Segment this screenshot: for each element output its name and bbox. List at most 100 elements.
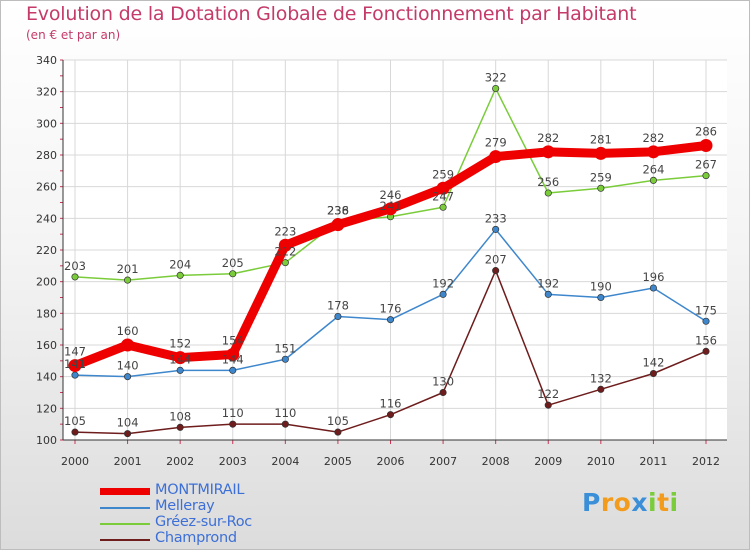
data-point: [386, 411, 395, 419]
legend-label-melleray: Melleray: [155, 498, 215, 514]
x-tick-label: 2011: [639, 455, 667, 468]
x-tick-label: 2005: [324, 455, 352, 468]
x-tick-label: 2010: [587, 455, 615, 468]
data-point: [386, 316, 395, 324]
data-label: 259: [590, 170, 612, 184]
data-label: 238: [327, 204, 349, 218]
data-point: [649, 284, 657, 292]
logo-letter: i: [648, 488, 658, 517]
data-label: 212: [274, 245, 296, 259]
data-label: 286: [695, 125, 717, 139]
data-label: 259: [432, 167, 454, 181]
data-label: 233: [485, 211, 507, 225]
data-point: [646, 145, 660, 159]
x-tick-label: 2000: [61, 455, 89, 468]
logo-letter: i: [669, 488, 679, 517]
legend-label-champrond: Champrond: [155, 530, 237, 546]
data-label: 282: [537, 131, 559, 145]
y-tick-label: 100: [36, 434, 57, 447]
data-label: 246: [380, 188, 402, 202]
data-label: 147: [64, 345, 86, 359]
legend-swatch-melleray: [100, 507, 150, 509]
data-point: [492, 267, 500, 275]
data-label: 281: [590, 132, 612, 146]
legend-swatch-greez-sur-roc: [100, 523, 150, 525]
data-label: 154: [222, 334, 244, 348]
data-label: 236: [327, 204, 349, 218]
data-point: [124, 276, 132, 284]
data-label: 176: [380, 302, 402, 316]
data-label: 192: [537, 276, 559, 290]
data-point: [71, 273, 79, 281]
data-label: 105: [64, 414, 86, 428]
data-label: 142: [642, 356, 664, 370]
data-point: [649, 369, 657, 378]
data-label: 256: [537, 175, 559, 189]
chart-subtitle: (en € et par an): [26, 28, 121, 42]
data-point: [334, 312, 342, 321]
y-tick-label: 220: [36, 244, 57, 257]
data-point: [71, 371, 79, 379]
data-label: 152: [169, 337, 191, 351]
x-tick-label: 2008: [482, 455, 510, 468]
y-tick-label: 300: [36, 117, 57, 130]
data-label: 204: [169, 257, 191, 271]
data-label: 140: [117, 359, 139, 373]
data-label: 241: [380, 199, 402, 213]
data-point: [281, 259, 289, 267]
data-point: [489, 150, 503, 164]
x-tick-label: 2012: [692, 455, 720, 468]
y-tick-label: 120: [36, 402, 57, 415]
data-point: [281, 420, 289, 428]
data-label: 196: [642, 270, 664, 284]
data-label: 160: [117, 324, 139, 338]
data-label: 205: [222, 256, 244, 270]
data-point: [544, 189, 552, 197]
data-label: 247: [432, 189, 454, 203]
data-label: 110: [274, 406, 296, 420]
data-label: 178: [327, 299, 349, 313]
y-tick-label: 320: [36, 86, 57, 99]
x-tick-label: 2006: [377, 455, 405, 468]
data-point: [439, 203, 447, 211]
data-label: 279: [485, 136, 507, 150]
data-point: [594, 146, 608, 160]
data-point: [597, 184, 605, 192]
logo-letter: o: [613, 488, 632, 517]
logo-letter: x: [631, 488, 648, 517]
data-label: 203: [64, 259, 86, 273]
data-label: 108: [169, 409, 191, 423]
data-point: [229, 366, 237, 374]
y-tick-label: 180: [36, 307, 57, 320]
data-label: 141: [64, 357, 86, 371]
legend-swatch-champrond: [100, 539, 150, 541]
y-tick-label: 340: [36, 54, 57, 67]
data-point: [229, 270, 237, 278]
data-label: 192: [432, 276, 454, 290]
data-point: [278, 238, 292, 252]
legend-swatch-montmirail: [100, 488, 150, 495]
data-label: 105: [327, 414, 349, 428]
y-tick-label: 140: [36, 371, 57, 384]
chart-title: Evolution de la Dotation Globale de Fonc…: [26, 3, 637, 25]
y-tick-label: 240: [36, 212, 57, 225]
x-tick-label: 2003: [219, 455, 247, 468]
data-point: [121, 338, 135, 352]
logo-letter: t: [657, 488, 670, 517]
data-point: [281, 355, 289, 363]
data-label: 322: [485, 71, 507, 85]
data-point: [649, 176, 657, 184]
data-point: [597, 293, 605, 302]
x-tick-label: 2002: [166, 455, 194, 468]
logo-letter: r: [600, 488, 614, 517]
data-label: 130: [432, 375, 454, 389]
data-label: 156: [695, 333, 717, 347]
data-point: [384, 202, 397, 216]
data-label: 110: [222, 406, 244, 420]
data-point: [436, 181, 450, 195]
proxiti-logo: Proxiti: [582, 488, 679, 517]
data-label: 122: [537, 387, 559, 401]
y-tick-label: 280: [36, 149, 57, 162]
data-point: [68, 359, 82, 373]
